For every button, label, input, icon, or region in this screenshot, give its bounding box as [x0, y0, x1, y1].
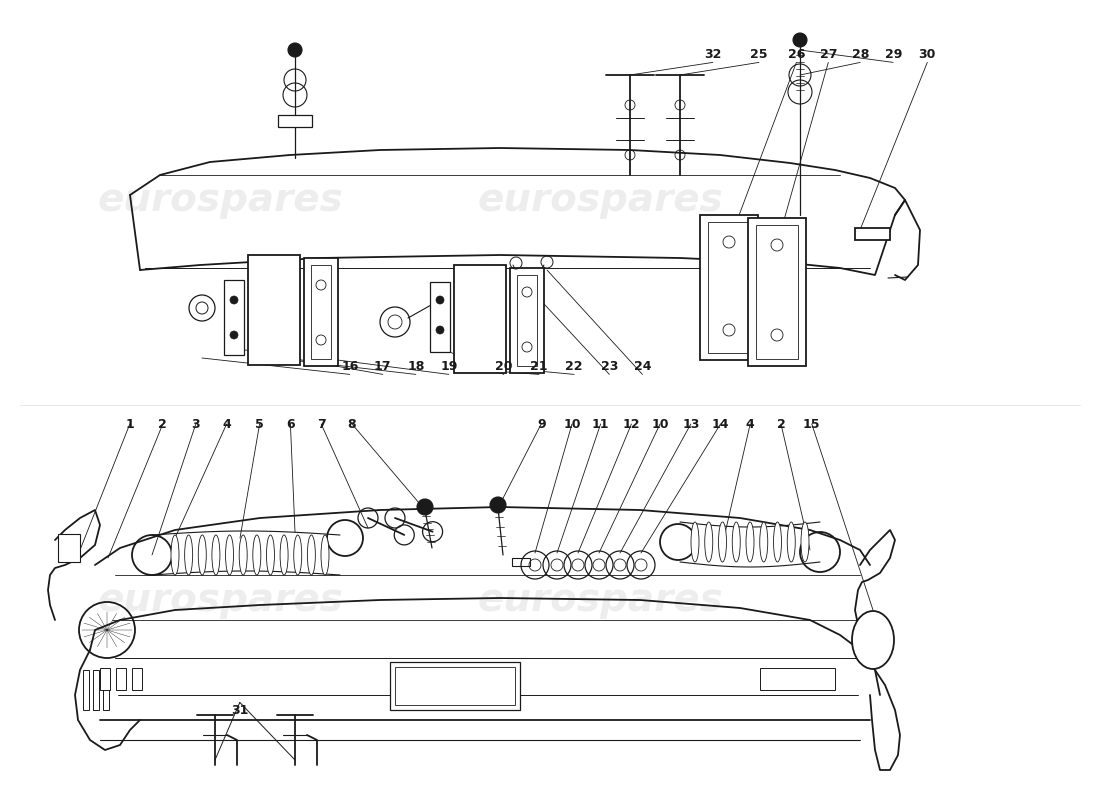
Text: 16: 16 — [341, 360, 359, 373]
Bar — [94, 670, 99, 710]
Ellipse shape — [239, 535, 248, 575]
Bar — [304, 258, 338, 366]
Text: 14: 14 — [712, 418, 729, 430]
Bar — [224, 280, 244, 355]
Text: 4: 4 — [222, 418, 231, 430]
Text: 29: 29 — [884, 48, 902, 61]
Ellipse shape — [307, 535, 316, 575]
Ellipse shape — [185, 535, 192, 575]
Text: 22: 22 — [565, 360, 583, 373]
Ellipse shape — [280, 535, 288, 575]
Ellipse shape — [733, 522, 740, 562]
Ellipse shape — [253, 535, 261, 575]
Bar — [395, 667, 515, 705]
Ellipse shape — [801, 522, 808, 562]
Bar — [311, 265, 331, 359]
Ellipse shape — [852, 611, 894, 669]
Text: 2: 2 — [777, 418, 785, 430]
Text: 17: 17 — [374, 360, 392, 373]
Ellipse shape — [773, 522, 781, 562]
Bar — [517, 275, 537, 366]
Ellipse shape — [746, 522, 754, 562]
Bar — [512, 558, 530, 566]
Circle shape — [288, 43, 302, 57]
Ellipse shape — [198, 535, 207, 575]
Ellipse shape — [321, 535, 329, 575]
Bar — [390, 662, 520, 710]
Text: 6: 6 — [286, 418, 295, 430]
Circle shape — [230, 331, 238, 339]
Bar — [756, 225, 798, 359]
Text: eurosparеs: eurosparеs — [97, 181, 343, 219]
Text: 2: 2 — [158, 418, 167, 430]
Text: 24: 24 — [634, 360, 651, 373]
Ellipse shape — [294, 535, 301, 575]
Bar — [748, 218, 806, 366]
Ellipse shape — [212, 535, 220, 575]
Text: 30: 30 — [918, 48, 936, 61]
Text: eurosparеs: eurosparеs — [97, 581, 343, 619]
Text: 32: 32 — [704, 48, 722, 61]
Text: 3: 3 — [191, 418, 200, 430]
Ellipse shape — [705, 522, 713, 562]
Ellipse shape — [788, 522, 795, 562]
Bar — [100, 668, 110, 690]
Bar — [132, 668, 142, 690]
Text: 13: 13 — [682, 418, 700, 430]
Text: 12: 12 — [623, 418, 640, 430]
Ellipse shape — [266, 535, 275, 575]
Text: 31: 31 — [231, 704, 249, 717]
Circle shape — [230, 296, 238, 304]
Bar — [278, 115, 312, 127]
Circle shape — [490, 497, 506, 513]
Text: eurosparеs: eurosparеs — [477, 581, 723, 619]
Bar — [58, 534, 80, 562]
Text: 10: 10 — [651, 418, 669, 430]
Text: 5: 5 — [255, 418, 264, 430]
Text: 7: 7 — [317, 418, 326, 430]
Bar — [248, 255, 300, 365]
Bar — [82, 670, 89, 710]
Text: 26: 26 — [788, 48, 805, 61]
Bar — [430, 282, 450, 352]
Ellipse shape — [691, 522, 698, 562]
Text: 28: 28 — [851, 48, 869, 61]
Ellipse shape — [718, 522, 726, 562]
Circle shape — [436, 326, 444, 334]
Text: 20: 20 — [495, 360, 513, 373]
Bar — [708, 222, 750, 353]
Text: 21: 21 — [530, 360, 548, 373]
Text: 15: 15 — [803, 418, 821, 430]
Bar — [700, 215, 758, 360]
Text: 19: 19 — [440, 360, 458, 373]
Circle shape — [436, 296, 444, 304]
Bar — [454, 265, 506, 373]
Bar — [760, 668, 835, 690]
Text: eurosparеs: eurosparеs — [477, 181, 723, 219]
Text: 8: 8 — [348, 418, 356, 430]
Text: 10: 10 — [563, 418, 581, 430]
Bar — [103, 670, 109, 710]
Text: 18: 18 — [407, 360, 425, 373]
Text: 25: 25 — [750, 48, 768, 61]
Text: 23: 23 — [601, 360, 618, 373]
Bar — [510, 268, 544, 373]
Text: 1: 1 — [125, 418, 134, 430]
Circle shape — [793, 33, 807, 47]
Circle shape — [417, 499, 433, 515]
Text: 9: 9 — [537, 418, 546, 430]
Text: 11: 11 — [592, 418, 609, 430]
Ellipse shape — [226, 535, 233, 575]
Text: 27: 27 — [820, 48, 837, 61]
Ellipse shape — [760, 522, 768, 562]
Ellipse shape — [170, 535, 179, 575]
Text: 4: 4 — [746, 418, 755, 430]
Bar — [116, 668, 127, 690]
Bar — [855, 228, 890, 240]
